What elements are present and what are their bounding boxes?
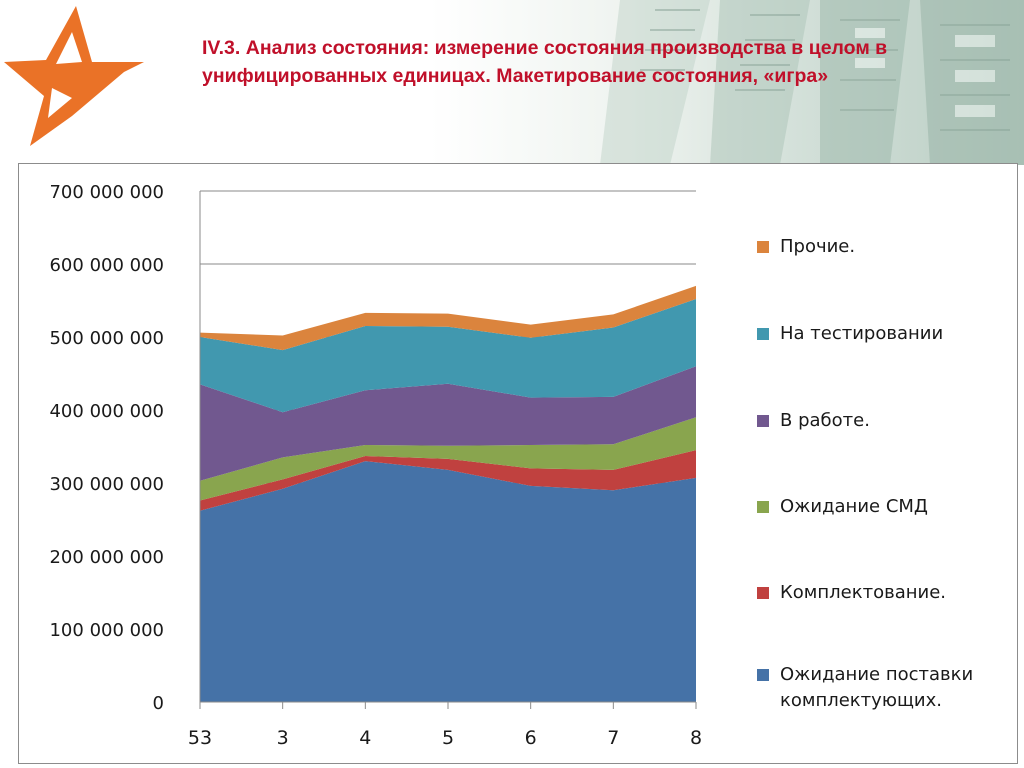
area-series-2: [200, 417, 696, 501]
legend-label: Прочие.: [780, 236, 856, 257]
y-tick-label: 200 000 000: [49, 547, 164, 568]
legend-swatch: [757, 415, 769, 427]
y-tick-label: 700 000 000: [49, 182, 164, 203]
x-tick-label: 5: [442, 727, 454, 749]
x-tick-label: 53: [188, 727, 212, 749]
legend-item: Прочие.: [757, 234, 1010, 260]
legend-label: На тестировании: [780, 323, 944, 344]
x-tick-label: 7: [607, 727, 619, 749]
legend-label: Ожидание поставки комплектующих.: [780, 664, 974, 711]
legend-item: Комплектование.: [757, 580, 1010, 606]
legend-swatch: [757, 328, 769, 340]
area-series-0: [200, 461, 696, 702]
y-tick-label: 400 000 000: [49, 401, 164, 422]
legend-swatch: [757, 669, 769, 681]
y-tick-label: 100 000 000: [49, 620, 164, 641]
legend-swatch: [757, 501, 769, 513]
legend-item: На тестировании: [757, 321, 1010, 347]
area-series-1: [200, 450, 696, 511]
area-series-4: [200, 299, 696, 413]
slide-title: IV.3. Анализ состояния: измерение состоя…: [202, 37, 888, 87]
area-series-5: [200, 285, 696, 351]
legend-item: В работе.: [757, 408, 1010, 434]
legend-swatch: [757, 241, 769, 253]
x-tick-label: 3: [277, 727, 289, 749]
legend-label: Комплектование.: [780, 582, 946, 603]
legend-label: Ожидание СМД: [780, 496, 928, 517]
legend-swatch: [757, 587, 769, 599]
star-logo-icon: [4, 6, 144, 146]
y-tick-label: 0: [153, 693, 164, 714]
area-series-3: [200, 366, 696, 481]
y-tick-label: 600 000 000: [49, 255, 164, 276]
y-tick-label: 300 000 000: [49, 474, 164, 495]
x-tick-label: 4: [359, 727, 371, 749]
x-tick-label: 8: [690, 727, 702, 749]
y-tick-label: 500 000 000: [49, 328, 164, 349]
legend-item: Ожидание поставки комплектующих.: [757, 662, 1010, 714]
legend-item: Ожидание СМД: [757, 494, 1010, 520]
x-tick-label: 6: [525, 727, 537, 749]
server-rack-image: [600, 0, 1024, 165]
legend-label: В работе.: [780, 410, 870, 431]
